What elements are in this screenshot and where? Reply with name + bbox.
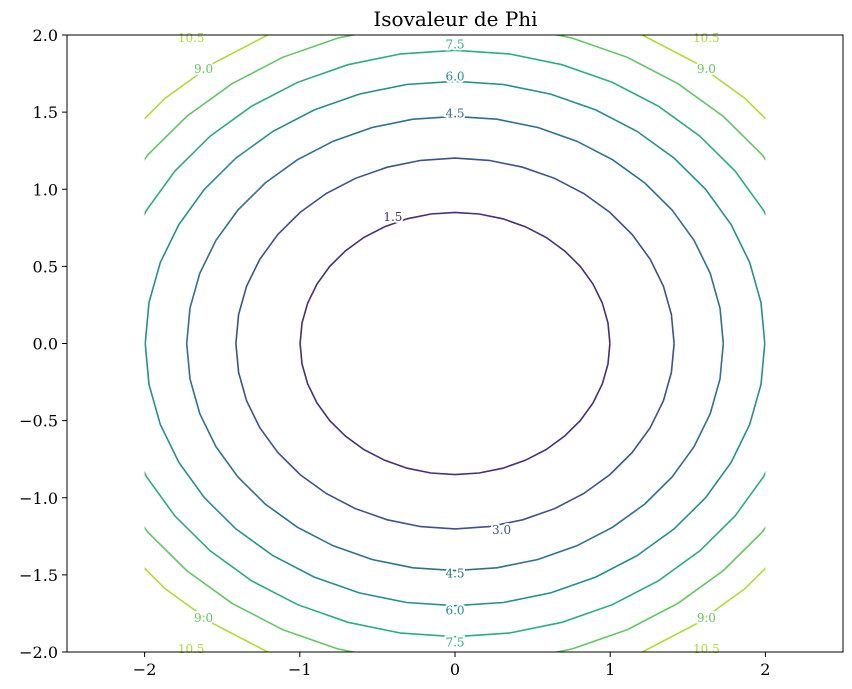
contour-label-7-5: 7.5 (445, 37, 464, 51)
y-tick-label: −0.5 (19, 412, 58, 431)
x-tick-label: 2 (760, 660, 770, 679)
contour-label-4-5: 4.5 (445, 566, 464, 580)
x-axis: −2 −1 0 1 2 (133, 652, 770, 679)
contour-label-9-0: 9.0 (194, 611, 213, 625)
contour-label-7-5: 7.5 (445, 636, 464, 650)
contour-label-6-0: 6.0 (445, 603, 464, 617)
contour-line-3.0 (235, 157, 675, 530)
contour-label-1-5: 1.5 (383, 210, 402, 224)
contour-line-9.0 (144, 35, 766, 652)
contour-label-9-0: 9.0 (697, 62, 716, 76)
contour-label-10-5: 10.5 (178, 31, 205, 45)
contour-line-6.0 (144, 80, 766, 607)
y-tick-label: 0.5 (33, 257, 58, 276)
contour-line-7.5 (144, 49, 766, 638)
contour-label-10-5: 10.5 (693, 642, 720, 656)
y-tick-label: −1.0 (19, 489, 58, 508)
contour-label-9-0: 9.0 (697, 611, 716, 625)
plot-frame (66, 34, 844, 653)
contour-line-1.5 (299, 211, 611, 476)
contour-label-4-5: 4.5 (445, 107, 464, 121)
chart-title: Isovaleur de Phi (373, 7, 537, 31)
y-tick-label: −1.5 (19, 566, 58, 585)
contour-labels: 1.5 3.0 4.5 4.5 6.0 6.0 7.5 7.5 9.0 9.0 9.0 9.0 10.5… (176, 29, 722, 658)
contour-line-4.5 (185, 115, 725, 572)
contour-lines (144, 35, 766, 652)
x-tick-label: 1 (605, 660, 615, 679)
contour-line-10.5 (144, 35, 766, 652)
x-tick-label: −1 (288, 660, 312, 679)
y-tick-label: 2.0 (33, 26, 58, 45)
y-tick-label: −2.0 (19, 643, 58, 662)
contour-label-6-0: 6.0 (445, 70, 464, 84)
contour-label-3-0: 3.0 (492, 523, 511, 537)
y-tick-label: 1.0 (33, 180, 58, 199)
y-tick-label: 0.0 (33, 335, 58, 354)
contour-label-10-5: 10.5 (178, 642, 205, 656)
contour-label-10-5: 10.5 (693, 31, 720, 45)
x-tick-label: 0 (450, 660, 460, 679)
y-axis: −2.0 −1.5 −1.0 −0.5 0.0 0.5 1.0 1.5 2.0 (19, 26, 67, 662)
x-tick-label: −2 (133, 660, 157, 679)
y-tick-label: 1.5 (33, 103, 58, 122)
contour-label-9-0: 9.0 (194, 62, 213, 76)
